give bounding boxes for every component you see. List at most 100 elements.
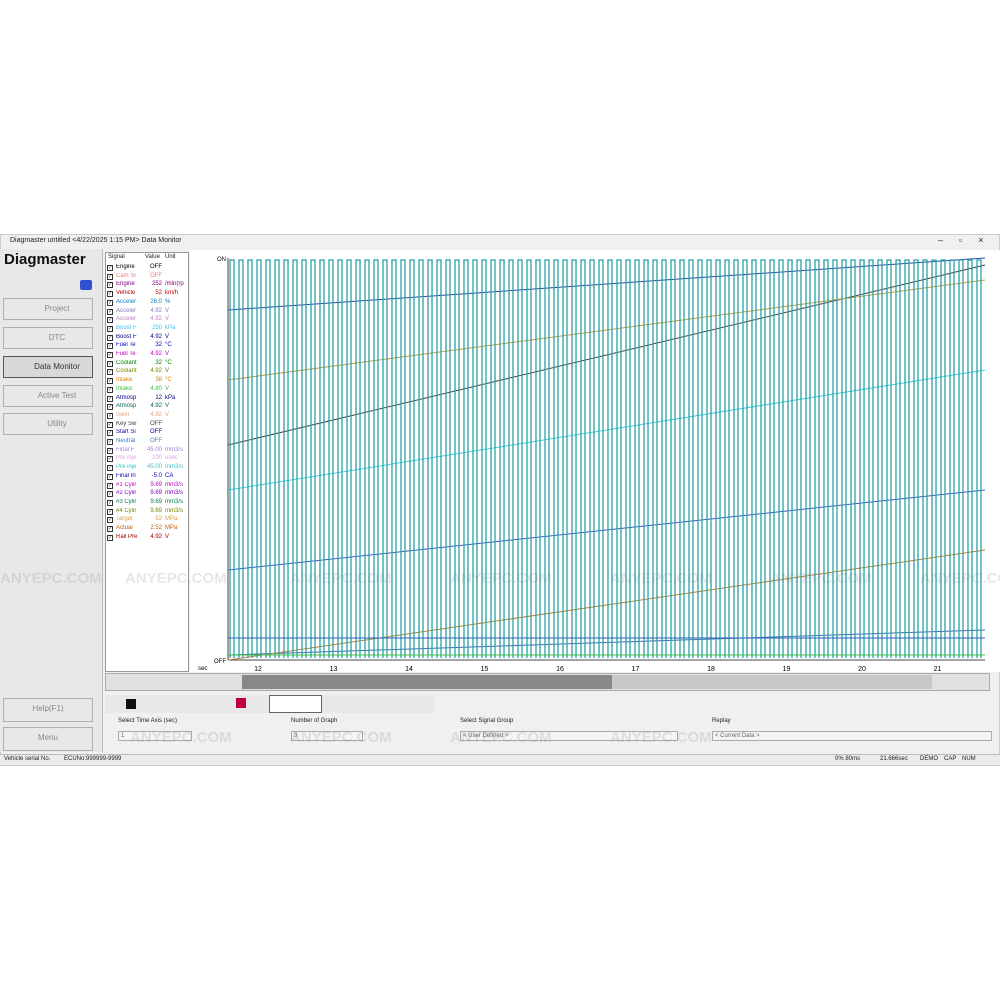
checkbox[interactable]: ✓ [107, 378, 113, 385]
checkbox[interactable]: ✓ [107, 447, 113, 454]
signal-trace [227, 549, 986, 661]
signal-value: 26.0 [150, 298, 162, 305]
checkbox[interactable]: ✓ [107, 360, 113, 367]
signal-value: 45.00 [146, 446, 162, 453]
x-tick-label: 21 [934, 666, 942, 673]
signal-name: Boost F [116, 333, 137, 340]
signal-unit: km/h [165, 290, 179, 297]
signal-unit: % [165, 298, 171, 305]
nav-button[interactable]: Active Test [3, 385, 93, 407]
signal-table [105, 252, 189, 672]
signal-value: -5.0 [151, 472, 162, 479]
checkbox[interactable]: ✓ [107, 334, 113, 341]
checkbox[interactable]: ✓ [107, 439, 113, 445]
x-tick-label: 15 [481, 666, 489, 673]
checkbox[interactable]: ✓ [107, 421, 113, 428]
signal-unit: mm3/s [165, 498, 183, 505]
nav-button[interactable]: Data Monitor [3, 356, 93, 378]
checkbox[interactable]: ✓ [107, 325, 113, 332]
status-text: 0% 80ms [835, 756, 861, 762]
nav-button[interactable]: DTC [3, 327, 93, 349]
signal-name: Fuel Te [116, 342, 136, 349]
signal-unit: mm3/s [165, 481, 183, 488]
signal-name: #3 Cylir [116, 498, 137, 505]
flag-button[interactable] [236, 698, 246, 708]
checkbox[interactable]: ✓ [107, 317, 113, 324]
dropdown[interactable]: 1 [118, 731, 192, 741]
x-tick-label: 18 [707, 666, 715, 673]
checkbox[interactable]: ✓ [107, 273, 113, 280]
signal-value: 9.69 [150, 498, 162, 505]
checkbox[interactable]: ✓ [107, 473, 113, 480]
signal-value: 9.69 [150, 490, 162, 497]
nav-button[interactable]: Utility [3, 413, 93, 435]
watermark: ANYEPC.COM [450, 729, 552, 746]
signal-name: Engine [116, 281, 135, 288]
signal-value: 100 [151, 455, 162, 462]
signal-name: Key Sw [116, 420, 137, 427]
signal-unit: kPa [165, 324, 176, 331]
checkbox[interactable]: ✓ [107, 343, 113, 350]
scroll-thumb[interactable] [242, 675, 612, 689]
dropdown[interactable]: 3 [291, 731, 363, 741]
signal-name: Acceler [116, 307, 137, 314]
x-tick-label: 13 [330, 666, 338, 673]
checkbox[interactable]: ✓ [107, 265, 113, 271]
connect-icon[interactable] [80, 280, 92, 290]
signal-value: 45.00 [146, 464, 162, 471]
signal-name: Neutral [116, 438, 136, 444]
checkbox[interactable]: ✓ [107, 369, 113, 376]
checkbox[interactable]: ✓ [107, 517, 113, 524]
help-button[interactable]: Help(F1) [3, 698, 93, 722]
signal-value: 4.92 [150, 533, 162, 540]
checkbox[interactable]: ✓ [107, 282, 113, 289]
signal-name: Intake [116, 385, 133, 392]
signal-unit: °C [165, 359, 172, 366]
checkbox[interactable]: ✓ [107, 534, 113, 541]
signal-name: Pre inje [116, 464, 137, 471]
dropdown[interactable]: < User Defined > [460, 731, 678, 741]
signal-name: #2 Cylir [116, 490, 137, 497]
signal-name: Atmosp [116, 403, 137, 410]
signal-value: 252 [151, 281, 162, 288]
signal-value: 9.69 [150, 481, 162, 488]
watermark: ANYEPC.COM [290, 570, 392, 587]
status-text: 21.666sec [880, 756, 908, 762]
checkbox[interactable]: ✓ [107, 404, 113, 411]
checkbox[interactable]: ✓ [107, 386, 113, 393]
checkbox[interactable]: ✓ [107, 465, 113, 472]
checkbox[interactable]: ✓ [107, 456, 113, 463]
checkbox[interactable]: ✓ [107, 412, 113, 419]
stop-button[interactable] [126, 699, 136, 709]
signal-value: 4.92 [150, 403, 162, 410]
signal-name: Boost F [116, 324, 137, 331]
graph-button[interactable] [269, 695, 322, 713]
checkbox[interactable]: ✓ [107, 299, 113, 306]
checkbox[interactable]: ✓ [107, 352, 113, 358]
checkbox[interactable]: ✓ [107, 430, 113, 437]
checkbox[interactable]: ✓ [107, 508, 113, 515]
menu-button[interactable]: Menu [3, 727, 93, 751]
logo: Diagmaster [4, 251, 86, 268]
signal-value: 4.92 [150, 333, 162, 340]
signal-unit: °C [165, 342, 172, 349]
signal-value: 2.52 [150, 525, 162, 531]
signal-unit: V [165, 307, 170, 314]
window-controls[interactable]: –▫× [938, 235, 1000, 245]
dropdown[interactable]: < Current Data > [712, 731, 992, 741]
checkbox[interactable]: ✓ [107, 526, 113, 532]
checkbox[interactable]: ✓ [107, 395, 113, 402]
signal-trace [227, 279, 986, 381]
checkbox[interactable]: ✓ [107, 499, 113, 506]
signal-value: 4.92 [150, 411, 162, 418]
status-text: ECUNo:999999-9999 [64, 756, 122, 762]
nav-button[interactable]: Project [3, 298, 93, 320]
status-text: CAP [944, 756, 957, 762]
checkbox[interactable]: ✓ [107, 308, 113, 315]
checkbox[interactable]: ✓ [107, 491, 113, 498]
signal-trace [227, 369, 986, 491]
plot-bg [190, 250, 1000, 672]
checkbox[interactable]: ✓ [107, 482, 113, 489]
checkbox[interactable]: ✓ [107, 291, 113, 298]
